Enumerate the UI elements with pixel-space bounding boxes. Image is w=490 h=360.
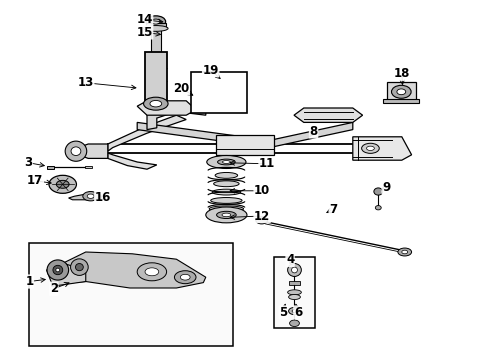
Text: 2: 2 bbox=[50, 282, 58, 295]
Polygon shape bbox=[147, 104, 206, 130]
Polygon shape bbox=[74, 144, 108, 158]
Bar bbox=[274, 257, 315, 328]
Bar bbox=[289, 281, 300, 285]
Polygon shape bbox=[47, 263, 86, 286]
Ellipse shape bbox=[367, 146, 374, 150]
Bar bbox=[146, 23, 166, 27]
Text: 8: 8 bbox=[310, 125, 318, 138]
Ellipse shape bbox=[65, 141, 87, 161]
Text: 17: 17 bbox=[27, 174, 44, 187]
Text: 14: 14 bbox=[136, 13, 153, 26]
Ellipse shape bbox=[71, 147, 81, 156]
Ellipse shape bbox=[145, 268, 159, 276]
Polygon shape bbox=[137, 101, 196, 115]
Ellipse shape bbox=[209, 206, 244, 212]
Ellipse shape bbox=[206, 207, 247, 223]
Ellipse shape bbox=[83, 192, 98, 201]
Text: 7: 7 bbox=[329, 203, 337, 216]
Ellipse shape bbox=[207, 156, 246, 168]
Ellipse shape bbox=[217, 211, 236, 219]
Ellipse shape bbox=[56, 180, 69, 188]
Ellipse shape bbox=[75, 264, 83, 271]
Text: 16: 16 bbox=[95, 191, 111, 204]
Ellipse shape bbox=[146, 16, 166, 27]
Ellipse shape bbox=[256, 217, 268, 224]
Bar bbox=[151, 29, 161, 52]
Text: 6: 6 bbox=[294, 306, 302, 319]
Ellipse shape bbox=[49, 175, 76, 193]
Text: 3: 3 bbox=[24, 156, 32, 169]
Ellipse shape bbox=[374, 188, 383, 195]
Polygon shape bbox=[137, 122, 270, 148]
Polygon shape bbox=[108, 153, 157, 169]
Text: 18: 18 bbox=[393, 67, 410, 80]
Bar bbox=[216, 135, 274, 155]
Bar bbox=[383, 99, 419, 103]
Ellipse shape bbox=[151, 19, 160, 24]
Bar bbox=[191, 72, 247, 113]
Ellipse shape bbox=[137, 263, 167, 281]
Ellipse shape bbox=[375, 206, 381, 210]
Bar bbox=[29, 243, 233, 346]
Bar bbox=[387, 82, 416, 102]
Ellipse shape bbox=[87, 194, 94, 198]
Ellipse shape bbox=[292, 267, 297, 273]
Text: 11: 11 bbox=[259, 157, 275, 170]
Ellipse shape bbox=[144, 26, 168, 31]
Text: 9: 9 bbox=[382, 181, 390, 194]
Ellipse shape bbox=[215, 172, 238, 178]
Ellipse shape bbox=[222, 213, 231, 217]
Polygon shape bbox=[51, 252, 206, 288]
Ellipse shape bbox=[144, 97, 168, 110]
Bar bbox=[85, 166, 92, 168]
Ellipse shape bbox=[289, 294, 300, 300]
Ellipse shape bbox=[53, 265, 63, 275]
Bar bbox=[47, 166, 54, 169]
Ellipse shape bbox=[289, 307, 300, 315]
Text: 5: 5 bbox=[279, 306, 287, 319]
Text: 13: 13 bbox=[77, 76, 94, 89]
Text: 10: 10 bbox=[254, 184, 270, 197]
Ellipse shape bbox=[47, 260, 69, 280]
Text: 20: 20 bbox=[173, 82, 190, 95]
Ellipse shape bbox=[218, 159, 235, 165]
Ellipse shape bbox=[402, 250, 408, 254]
Ellipse shape bbox=[392, 85, 411, 98]
Ellipse shape bbox=[288, 290, 301, 295]
Ellipse shape bbox=[214, 181, 239, 187]
Bar bbox=[145, 52, 167, 101]
Ellipse shape bbox=[398, 248, 412, 256]
Ellipse shape bbox=[222, 161, 230, 163]
Ellipse shape bbox=[362, 143, 379, 153]
Polygon shape bbox=[353, 137, 412, 160]
Ellipse shape bbox=[290, 320, 299, 327]
Text: 4: 4 bbox=[286, 253, 294, 266]
Text: 12: 12 bbox=[254, 210, 270, 222]
Text: 15: 15 bbox=[136, 26, 153, 39]
Polygon shape bbox=[294, 108, 363, 122]
Ellipse shape bbox=[180, 274, 190, 280]
Ellipse shape bbox=[150, 100, 162, 107]
Ellipse shape bbox=[174, 271, 196, 284]
Ellipse shape bbox=[211, 198, 242, 203]
Ellipse shape bbox=[71, 259, 88, 275]
Text: 1: 1 bbox=[25, 275, 33, 288]
Ellipse shape bbox=[397, 89, 406, 95]
Ellipse shape bbox=[212, 189, 241, 195]
Ellipse shape bbox=[292, 310, 297, 312]
Polygon shape bbox=[108, 115, 186, 151]
Ellipse shape bbox=[288, 264, 301, 276]
Ellipse shape bbox=[56, 268, 60, 272]
Polygon shape bbox=[270, 122, 353, 148]
Text: 19: 19 bbox=[202, 64, 219, 77]
Polygon shape bbox=[69, 193, 100, 200]
